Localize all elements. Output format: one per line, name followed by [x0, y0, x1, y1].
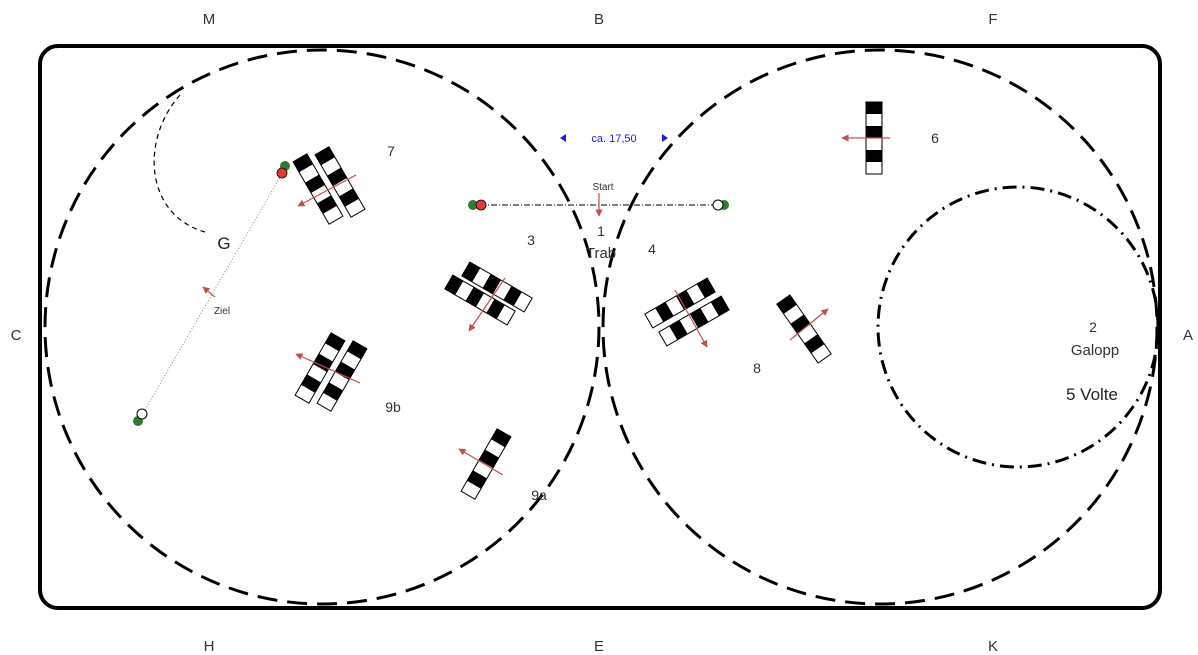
label-6: 6 — [931, 130, 939, 146]
obstacle-6-pole — [841, 101, 890, 175]
start-marker-right — [712, 199, 729, 211]
ziel-marker-bottom — [133, 408, 148, 426]
obstacle-8-pole — [776, 294, 832, 364]
obstacle-9a-pole — [458, 428, 512, 500]
distance-indicator: ca. 17,50 — [560, 133, 668, 145]
letter-f: F — [988, 11, 997, 28]
letter-b: B — [594, 11, 604, 28]
ziel-marker-top — [276, 161, 290, 179]
ziel-line — [141, 171, 284, 416]
letter-c: C — [11, 327, 22, 344]
ziel-arrow — [202, 286, 216, 298]
obstacle-7-poles — [292, 146, 366, 225]
obstacle-4-poles — [644, 277, 730, 348]
label-4: 4 — [648, 241, 656, 257]
label-3: 3 — [527, 232, 535, 248]
label-g: G — [217, 234, 230, 253]
start-marker-left — [468, 199, 487, 211]
letter-h: H — [204, 638, 215, 655]
label-7: 7 — [387, 143, 395, 159]
svg-text:ca. 17,50: ca. 17,50 — [591, 133, 636, 145]
letter-a: A — [1183, 327, 1193, 344]
label-ziel: Ziel — [214, 306, 230, 317]
label-start: Start — [592, 182, 613, 193]
label-2: 2 — [1089, 319, 1097, 335]
label-8: 8 — [753, 360, 761, 376]
letter-k: K — [988, 638, 998, 655]
label-9a: 9a — [531, 487, 547, 503]
left-circle-path — [43, 48, 601, 606]
letter-e: E — [594, 638, 604, 655]
letter-m: M — [203, 11, 216, 28]
obstacle-3-poles — [444, 261, 533, 332]
label-volte: 5 Volte — [1066, 385, 1118, 404]
label-galopp: Galopp — [1071, 342, 1119, 359]
arena-border — [38, 44, 1162, 610]
label-trab: Trab — [586, 245, 616, 262]
obstacle-9b-poles — [294, 332, 368, 412]
g-curve-path — [153, 94, 206, 233]
label-1: 1 — [597, 223, 605, 239]
label-9b: 9b — [385, 399, 401, 415]
volte-circle-path — [876, 185, 1160, 469]
